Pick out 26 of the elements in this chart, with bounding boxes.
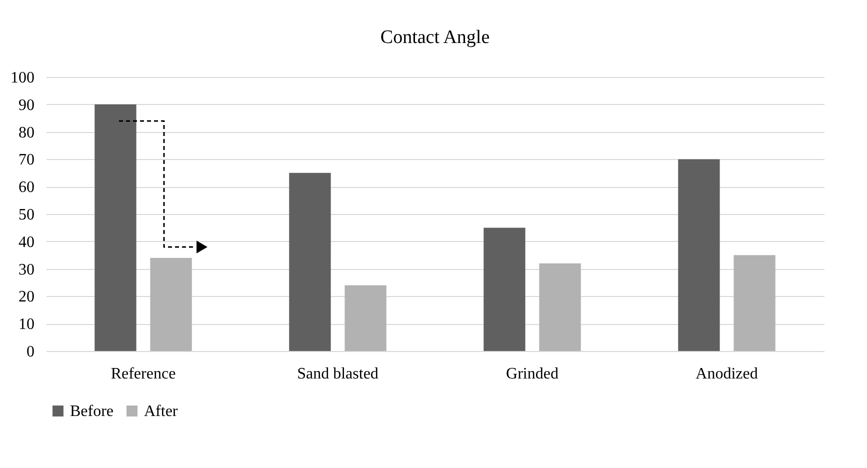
y-tick-label: 60: [18, 179, 34, 196]
legend-label: After: [144, 403, 178, 420]
bar: [289, 172, 331, 351]
y-tick-label: 10: [18, 316, 34, 334]
y-tick-label: 70: [18, 152, 34, 169]
bar: [678, 159, 720, 351]
bar: [539, 263, 581, 351]
x-tick-label: Reference: [110, 366, 176, 382]
bar: [484, 228, 526, 351]
bar: [344, 285, 386, 351]
y-tick-label: 20: [18, 288, 34, 306]
bar: [94, 104, 136, 351]
x-tick-label: Grinded: [506, 366, 558, 382]
x-tick-label: Sand blasted: [297, 366, 378, 382]
bar: [150, 258, 192, 351]
legend-label: Before: [70, 403, 114, 420]
y-tick-label: 80: [18, 124, 34, 142]
y-tick-label: 30: [18, 261, 34, 278]
y-tick-label: 40: [18, 234, 34, 251]
x-tick-label: Anodized: [696, 366, 758, 382]
y-tick-label: 90: [18, 96, 34, 114]
bar: [734, 255, 776, 351]
y-tick-label: 100: [10, 70, 34, 86]
y-tick-label: 50: [18, 206, 34, 224]
y-tick-label: 0: [26, 344, 34, 360]
chart-title: Contact Angle: [380, 27, 490, 48]
